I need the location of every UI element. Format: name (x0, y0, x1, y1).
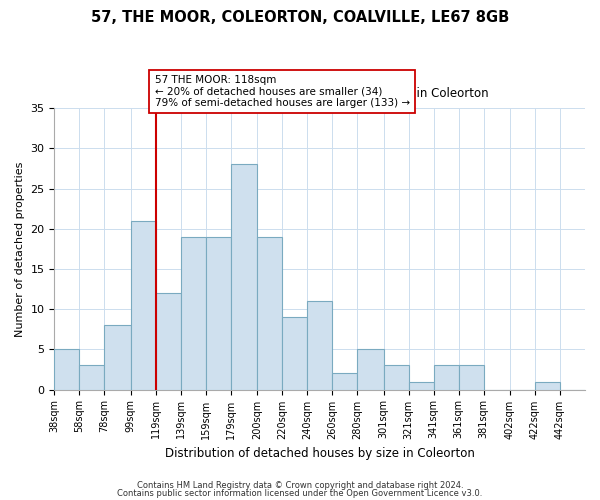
Bar (409, 382, 434, 390)
Bar (104, 326, 131, 390)
Bar (55, 350, 79, 390)
Bar (282, 317, 307, 390)
Bar (535, 382, 560, 390)
Bar (458, 366, 484, 390)
Bar (357, 350, 383, 390)
X-axis label: Distribution of detached houses by size in Coleorton: Distribution of detached houses by size … (165, 447, 475, 460)
Bar (307, 301, 332, 390)
Bar (332, 374, 357, 390)
Bar (383, 366, 409, 390)
Bar (79, 366, 104, 390)
Text: Contains public sector information licensed under the Open Government Licence v3: Contains public sector information licen… (118, 488, 482, 498)
Title: Size of property relative to detached houses in Coleorton: Size of property relative to detached ho… (151, 87, 489, 100)
Text: 57, THE MOOR, COLEORTON, COALVILLE, LE67 8GB: 57, THE MOOR, COLEORTON, COALVILLE, LE67… (91, 10, 509, 25)
Text: 57 THE MOOR: 118sqm
← 20% of detached houses are smaller (34)
79% of semi-detach: 57 THE MOOR: 118sqm ← 20% of detached ho… (155, 75, 410, 108)
Bar (156, 293, 181, 390)
Y-axis label: Number of detached properties: Number of detached properties (15, 161, 25, 336)
Bar (257, 237, 282, 390)
Bar (231, 164, 257, 390)
Bar (206, 237, 231, 390)
Text: Contains HM Land Registry data © Crown copyright and database right 2024.: Contains HM Land Registry data © Crown c… (137, 481, 463, 490)
Bar (181, 237, 206, 390)
Bar (131, 220, 156, 390)
Bar (434, 366, 458, 390)
